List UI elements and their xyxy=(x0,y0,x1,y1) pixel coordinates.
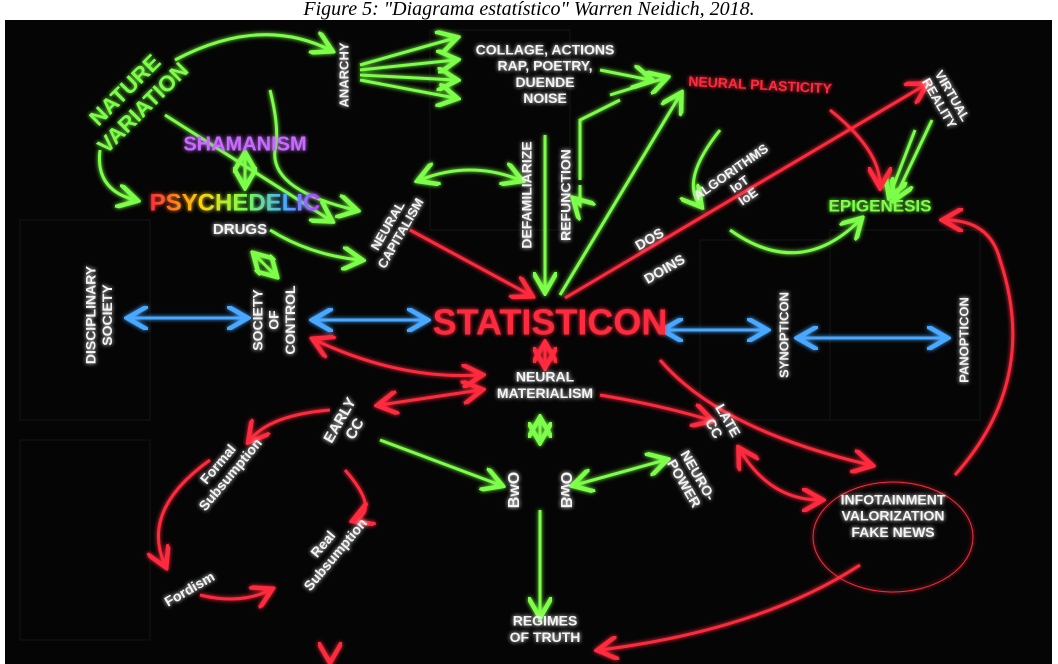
node-label: DRUGS xyxy=(213,221,267,238)
node-label: REFUNCTION xyxy=(558,149,574,241)
node-label: SYNOPTICON xyxy=(776,292,791,378)
node: DEFAMILIARIZE xyxy=(519,141,535,248)
node-label: BwO xyxy=(557,472,574,508)
node: ANARCHY xyxy=(336,42,351,107)
node-label: ANARCHY xyxy=(336,42,351,107)
node-label: NEURAL xyxy=(516,369,575,385)
node: BwO xyxy=(557,472,574,508)
node: DRUGS xyxy=(213,221,267,238)
node-label: SHAMANISM xyxy=(183,133,306,155)
node: PANOPTICON xyxy=(956,297,971,383)
node: SYNOPTICON xyxy=(776,292,791,378)
node: PSYCHEDELIC xyxy=(150,189,321,216)
node-label: SOCIETY xyxy=(250,289,266,351)
node-label: OF xyxy=(266,310,282,330)
node-label: MATERIALISM xyxy=(497,385,593,401)
node-label: CONTROL xyxy=(282,285,298,355)
node-label: REGIMES xyxy=(513,613,578,629)
node: BwO xyxy=(506,472,523,508)
node-label: NOISE xyxy=(523,90,567,106)
page: Figure 5: "Diagrama estatístico" Warren … xyxy=(0,0,1058,664)
node: REFUNCTION xyxy=(558,149,574,241)
node-label: FAKE NEWS xyxy=(851,524,934,540)
node: EPIGENESIS xyxy=(829,196,932,215)
node-label: STATISTICON xyxy=(433,302,668,343)
node-label: INFOTAINMENT xyxy=(841,492,946,508)
node: STATISTICON xyxy=(433,302,668,343)
node-label: EPIGENESIS xyxy=(829,196,932,215)
node-label: BwO xyxy=(506,472,523,508)
node-label: SOCIETY xyxy=(99,284,115,346)
node-label: DEFAMILIARIZE xyxy=(519,141,535,248)
node-label: RAP, POETRY, xyxy=(498,58,593,74)
node-label: COLLAGE, ACTIONS xyxy=(476,42,615,58)
caption: Figure 5: "Diagrama estatístico" Warren … xyxy=(0,0,1058,22)
node-label: DUENDE xyxy=(515,74,574,90)
node-label: VALORIZATION xyxy=(842,508,945,524)
node-label: DISCIPLINARY xyxy=(83,265,99,364)
node: SHAMANISM xyxy=(183,133,306,155)
node-label: PSYCHEDELIC xyxy=(150,189,321,216)
node-label: PANOPTICON xyxy=(956,297,971,383)
node-label: OF TRUTH xyxy=(510,629,581,645)
